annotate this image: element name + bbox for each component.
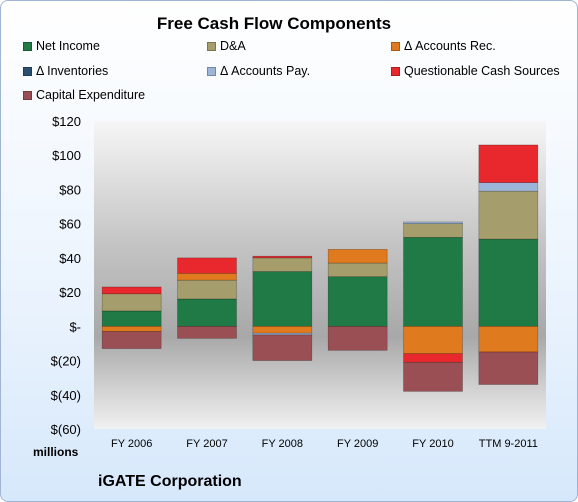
y-axis: $(60) $(40) $(20) $- $20 $40 $60 $80 $100 $120	[51, 114, 81, 437]
y-tick-label: $100	[52, 148, 81, 163]
bar-segment	[403, 221, 463, 224]
legend: Net Income D&A Δ Accounts Rec. Δ Invento…	[1, 1, 577, 111]
bar-segment	[403, 361, 463, 392]
bar-segment	[478, 144, 539, 183]
x-tick-label: FY 2006	[111, 438, 152, 450]
plot-area	[94, 121, 546, 429]
chart-title: Free Cash Flow Components	[156, 14, 392, 33]
bar-segment	[252, 326, 313, 334]
bar-segment	[478, 182, 539, 192]
legend-item-accounts-rec: Δ Accounts Rec.	[391, 39, 496, 53]
bar-segment	[478, 351, 539, 385]
bar-segment	[403, 223, 463, 238]
x-axis: FY 2006 FY 2007 FY 2008 FY 2009 FY 2010 TTM 9…	[111, 438, 538, 450]
bar-segment	[101, 331, 162, 349]
legend-swatch-inventories	[23, 67, 32, 76]
y-tick-label: $20	[59, 285, 81, 300]
y-tick-label: $(40)	[51, 388, 81, 403]
x-tick-label: FY 2007	[186, 438, 227, 450]
bar-segment	[101, 293, 162, 312]
bar-segment	[252, 257, 313, 272]
y-tick-label: $80	[59, 182, 81, 197]
bar-segment	[252, 271, 313, 327]
y-tick-label: $-	[69, 319, 81, 334]
legend-label-accounts-rec: Δ Accounts Rec.	[404, 39, 496, 53]
bar-segment	[177, 326, 237, 339]
bar-segment	[327, 276, 388, 327]
y-tick-label: $60	[59, 217, 81, 232]
legend-label-inventories: Δ Inventories	[36, 64, 109, 78]
legend-label-questionable: Questionable Cash Sources	[404, 64, 560, 78]
bar-segment	[403, 237, 463, 327]
legend-item-net-income: Net Income	[23, 39, 100, 53]
bar-segment	[478, 190, 539, 240]
bar-segment	[177, 257, 237, 274]
legend-item-da: D&A	[207, 39, 246, 53]
x-tick-label: FY 2008	[262, 438, 303, 450]
bar-segment	[252, 255, 313, 259]
x-tick-label: FY 2009	[337, 438, 378, 450]
bar-segment	[177, 298, 237, 327]
units-label: millions	[33, 445, 79, 459]
y-tick-label: $40	[59, 251, 81, 266]
bar-segment	[327, 326, 388, 351]
bar-segment	[252, 334, 313, 361]
company-footer: iGATE Corporation	[98, 473, 242, 490]
bar-segment	[327, 262, 388, 278]
bar-segment	[327, 249, 388, 264]
x-tick-label: FY 2010	[412, 438, 453, 450]
legend-label-da: D&A	[220, 39, 246, 53]
legend-swatch-net-income	[23, 42, 32, 51]
bar-segment	[101, 310, 162, 327]
bar-segment	[403, 353, 463, 363]
legend-item-questionable: Questionable Cash Sources	[391, 64, 560, 78]
x-tick-label: TTM 9-2011	[479, 438, 538, 450]
legend-label-capex: Capital Expenditure	[36, 88, 146, 102]
legend-swatch-da	[207, 42, 216, 51]
legend-swatch-accounts-rec	[391, 42, 400, 51]
legend-item-capex: Capital Expenditure	[23, 88, 146, 102]
legend-swatch-questionable	[391, 67, 400, 76]
bar-segment	[101, 286, 162, 295]
legend-item-inventories: Δ Inventories	[23, 64, 109, 78]
bar-segment	[478, 238, 539, 327]
y-tick-label: $120	[52, 114, 81, 129]
legend-label-accounts-pay: Δ Accounts Pay.	[220, 64, 311, 78]
bars	[101, 144, 539, 392]
legend-label-net-income: Net Income	[36, 39, 100, 53]
bar-segment	[177, 279, 237, 300]
legend-swatch-accounts-pay	[207, 67, 216, 76]
bar-segment	[101, 326, 162, 332]
bar-segment	[403, 326, 463, 355]
y-tick-label: $(20)	[51, 354, 81, 369]
bar-segment	[177, 272, 237, 281]
y-tick-label: $(60)	[51, 422, 81, 437]
legend-swatch-capex	[23, 91, 32, 100]
legend-item-accounts-pay: Δ Accounts Pay.	[207, 64, 311, 78]
bar-segment	[478, 326, 539, 353]
